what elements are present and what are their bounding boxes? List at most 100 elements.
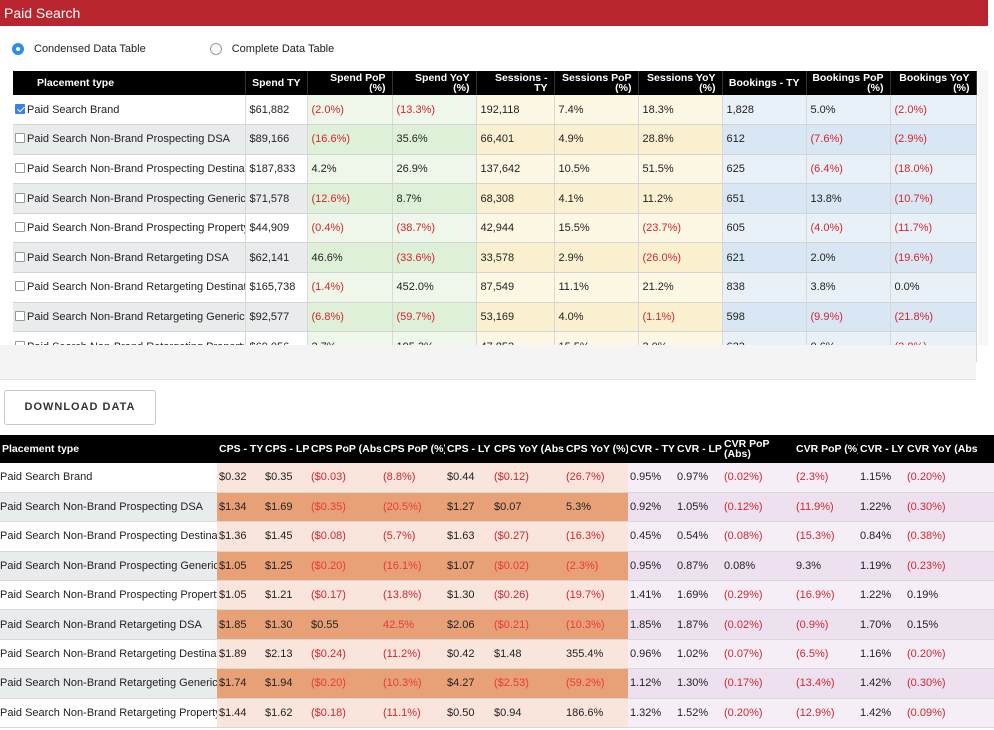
column-header[interactable]: CPS - TY [217,435,263,463]
horizontal-scroll-area[interactable] [0,345,976,380]
checkbox-icon[interactable] [15,192,25,203]
table-cell: (2.0%) [890,95,977,126]
column-header[interactable]: CVR - LY [858,435,905,463]
table-cell: 21.2% [638,272,723,303]
placement-cell: Paid Search Non-Brand Prospecting Proper… [0,580,217,611]
checkbox-icon[interactable] [15,133,25,144]
table-cell: 8.7% [392,183,477,214]
checkbox-icon[interactable] [15,222,25,233]
placement-cell: Paid Search Non-Brand Retargeting Proper… [0,698,217,729]
table-cell: $62,141 [245,242,308,274]
table-scrollbar[interactable] [978,71,988,345]
table-cell: 605 [722,213,807,244]
checkbox-icon[interactable] [15,310,25,321]
table-row[interactable]: Paid Search Non-Brand Prospecting Generi… [13,183,977,214]
column-header[interactable]: CPS YoY (%) [564,435,628,463]
table-cell: 0.19% [905,580,994,611]
table-row[interactable]: Paid Search Non-Brand Retargeting DSA $1.… [0,609,994,640]
table-row[interactable]: Paid Search Non-Brand Prospecting DSA $89… [13,124,977,155]
table-row[interactable]: Paid Search Non-Brand Retargeting Destin… [13,272,977,303]
radio-selected-icon[interactable] [12,43,24,55]
table-cell: $2.06 [445,609,492,640]
complete-view-option[interactable]: Complete Data Table [209,43,399,55]
condensed-view-label[interactable]: Condensed Data Table [34,43,146,55]
table-row[interactable]: Paid Search Non-Brand Prospecting Destin… [0,521,994,552]
table-row[interactable]: Paid Search Non-Brand Retargeting Generi… [13,302,977,333]
column-header[interactable]: Sessions PoP (%) [554,71,639,95]
table-cell: 68,308 [476,183,555,214]
column-header[interactable]: CVR YoY (Abs [905,435,994,463]
table-cell: 598 [722,302,807,333]
table-cell: 0.84% [858,521,905,552]
table-cell: $0.42 [445,639,492,670]
table-cell: $0.07 [492,492,564,523]
table-cell: (2.3%) [564,551,628,582]
table-row[interactable]: Paid Search Non-Brand Retargeting Destin… [0,639,994,670]
checkbox-icon[interactable] [15,281,25,292]
column-header[interactable]: Bookings PoP (%) [806,71,891,95]
table-cell: (26.7%) [564,463,628,493]
table-row[interactable]: Paid Search Non-Brand Retargeting Generi… [0,668,994,699]
complete-view-label[interactable]: Complete Data Table [231,43,335,55]
table-row[interactable]: Paid Search Brand $61,882 (2.0%) (13.3%) 192… [13,95,977,126]
table-row[interactable]: Paid Search Non-Brand Retargeting DSA $62… [13,242,977,274]
table-cell: 625 [722,154,807,185]
table-row[interactable]: Paid Search Brand $0.32 $0.35 ($0.03) (8.8%)… [0,463,994,493]
column-header[interactable]: Placement type [13,71,246,95]
table-cell: (15.3%) [794,521,858,552]
table-row[interactable]: Paid Search Non-Brand Prospecting Proper… [13,213,977,244]
table-cell: $89,166 [245,124,308,155]
table-cell: 1.15% [858,463,905,493]
table-cell: 137,642 [476,154,555,185]
table-cell: (16.6%) [307,124,393,155]
table-cell: 0.87% [675,551,722,582]
table-cell: 0.15% [905,609,994,640]
column-header[interactable]: Placement type [0,435,217,463]
column-header[interactable]: CPS YoY (Abs) [492,435,564,463]
table-cell: (59.2%) [564,668,628,699]
column-header[interactable]: Spend YoY (%) [392,71,477,95]
table-cell: (16.1%) [381,551,445,582]
column-header[interactable]: CVR - LP [675,435,722,463]
placement-cell: Paid Search Non-Brand Prospecting Proper… [13,213,246,244]
table-row[interactable]: Paid Search Non-Brand Prospecting Generi… [0,551,994,582]
radio-unselected-icon[interactable] [209,43,222,55]
table-cell: 5.0% [806,95,891,126]
column-header[interactable]: Sessions YoY (%) [638,71,723,95]
table-row[interactable]: Paid Search Non-Brand Prospecting Proper… [0,580,994,611]
table-cell: $165,738 [245,272,308,303]
table-cell: (16.3%) [564,521,628,552]
table-row[interactable]: Paid Search Non-Brand Prospecting Destin… [13,154,977,185]
table-cell: (23.7%) [638,213,723,244]
column-header[interactable]: Spend TY [245,71,308,95]
checkbox-checked-icon[interactable] [15,103,25,114]
table-row[interactable]: Paid Search Non-Brand Prospecting DSA $1.… [0,492,994,523]
table-cell: (2.9%) [890,124,977,155]
column-header[interactable]: CPS PoP (Abs) [309,435,381,463]
column-header[interactable]: CPS - LP [263,435,309,463]
table-cell: (0.30%) [905,668,994,699]
placement-cell: Paid Search Non-Brand Prospecting DSA [0,492,217,523]
table-cell: (19.6%) [890,242,977,274]
table-cell: (7.6%) [806,124,891,155]
table-cell: 33,578 [476,242,555,274]
table-cell: $1.27 [445,492,492,523]
table-cell: (6.8%) [307,302,393,333]
column-header[interactable]: CPS PoP (%) [381,435,445,463]
column-header[interactable]: CVR PoP (%) [794,435,858,463]
column-header[interactable]: CVR - TY [628,435,675,463]
checkbox-icon[interactable] [15,162,25,173]
checkbox-icon[interactable] [15,251,25,262]
condensed-view-option[interactable]: Condensed Data Table [12,43,210,55]
download-data-button[interactable]: DOWNLOAD DATA [4,390,156,425]
table-cell: (10.3%) [381,668,445,699]
column-header[interactable]: Bookings YoY (%) [890,71,977,95]
column-header[interactable]: CVR PoP (Abs) [722,435,794,463]
column-header[interactable]: CPS - LY [445,435,492,463]
column-header[interactable]: Sessions - TY [476,71,555,95]
table-cell: $1.25 [263,551,309,582]
table-cell: (0.29%) [722,580,794,611]
column-header[interactable]: Bookings - TY [722,71,807,95]
column-header[interactable]: Spend PoP (%) [307,71,393,95]
table-row[interactable]: Paid Search Non-Brand Retargeting Proper… [0,698,994,729]
